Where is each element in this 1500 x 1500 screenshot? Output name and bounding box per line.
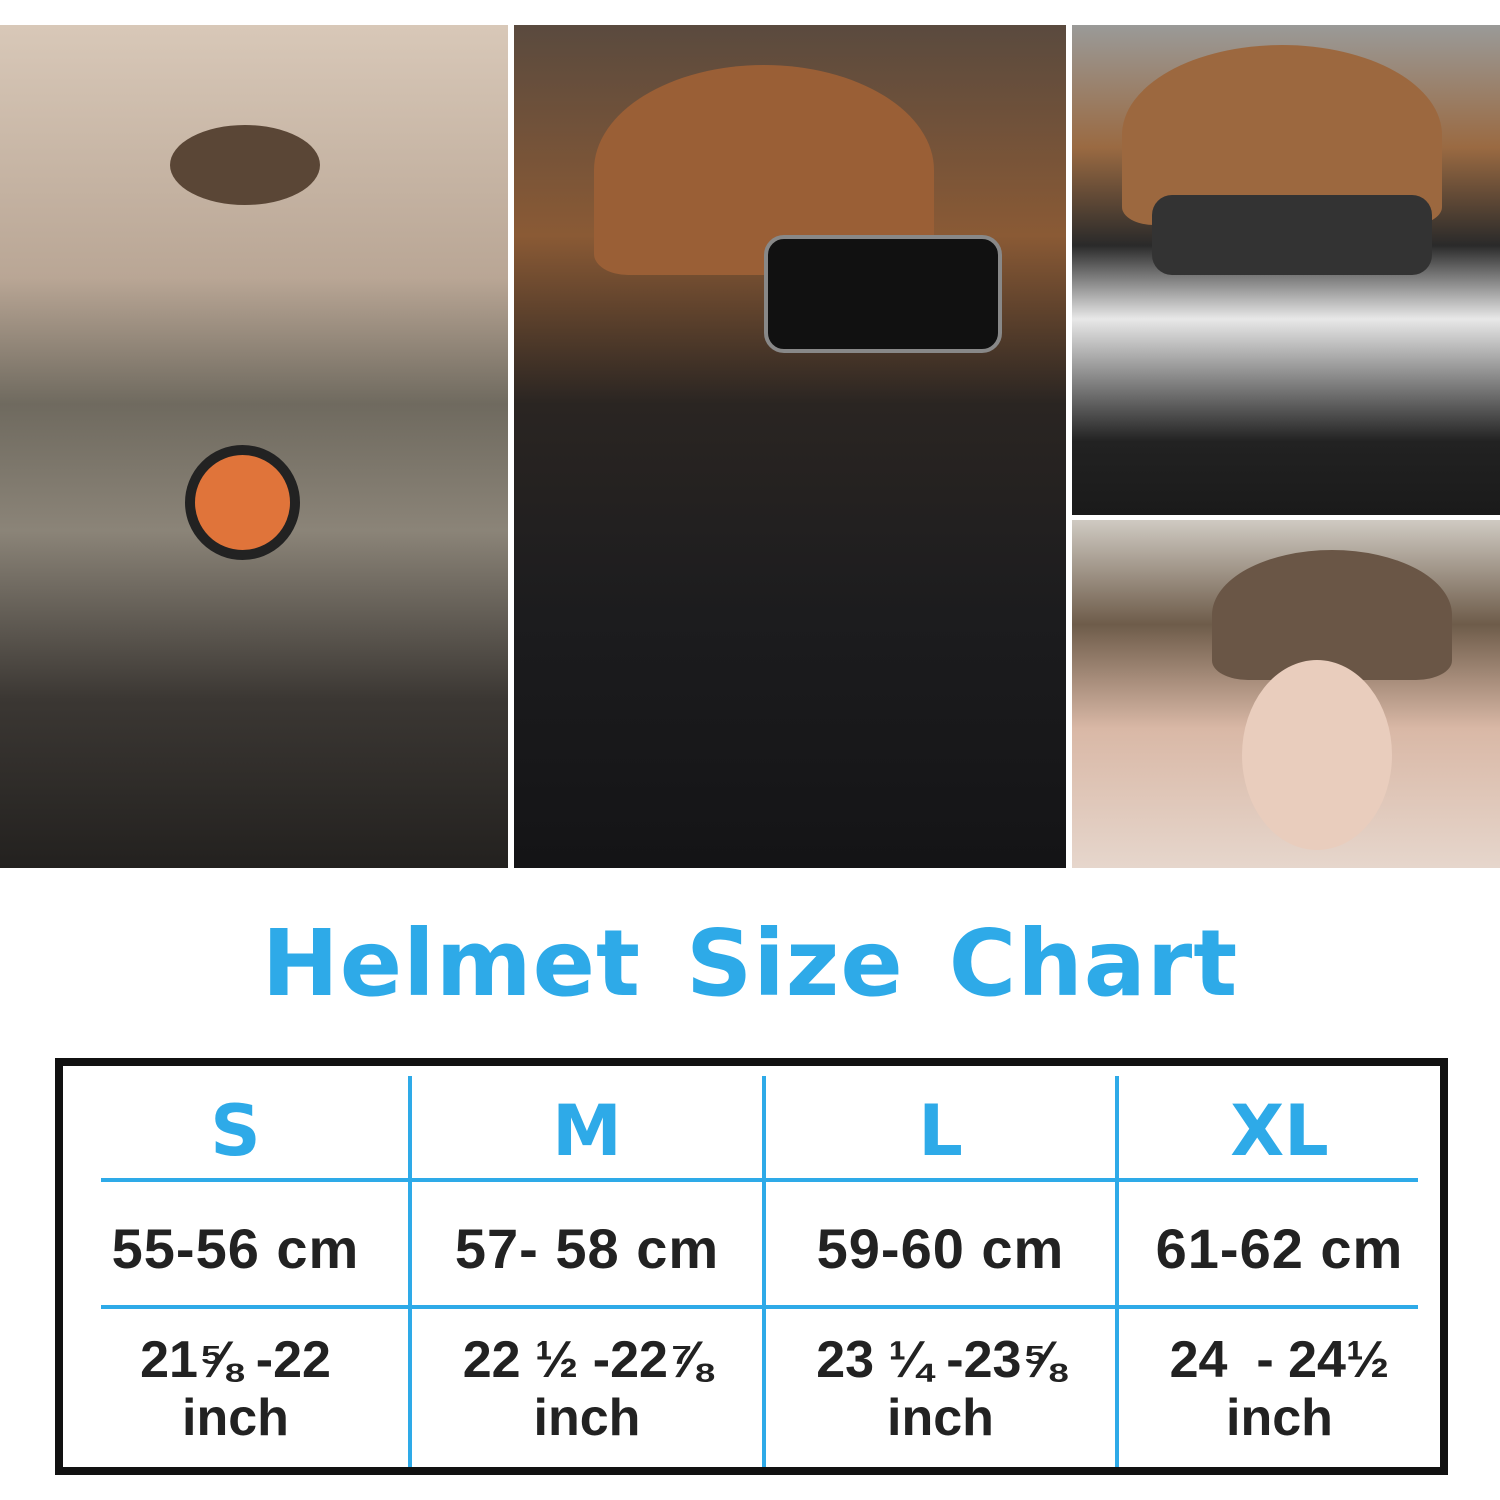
inch-unit: inch	[533, 1388, 641, 1447]
goggles-shape	[1152, 195, 1432, 275]
woman-aviator-helmet-photo	[1072, 520, 1500, 868]
inch-value-m: 22 ½ -22⅞ inch	[412, 1316, 762, 1461]
size-label-s: S	[210, 1090, 261, 1172]
inch-range: 24 - 24½	[1169, 1330, 1390, 1389]
helmet-shape	[170, 125, 320, 205]
column-divider	[408, 1076, 412, 1467]
inch-range: 22 ½ -22⅞	[462, 1330, 712, 1389]
inch-range: 23 ¼ -23⅝	[816, 1330, 1065, 1389]
face-shape	[1242, 660, 1392, 850]
inch-unit: inch	[182, 1388, 289, 1447]
skull-mask-helmet-photo	[1072, 25, 1500, 515]
helmet-shape	[1212, 550, 1452, 680]
goggles-shape	[764, 235, 1002, 353]
page-title: Helmet Size Chart	[261, 910, 1239, 1017]
inch-value-l: 23 ¼ -23⅝ inch	[766, 1316, 1115, 1461]
cm-value-m: 57- 58 cm	[454, 1216, 720, 1280]
size-label-m: M	[552, 1090, 622, 1172]
woman-on-motorcycle-photo	[0, 25, 508, 868]
column-divider	[1115, 1076, 1119, 1467]
row-divider	[101, 1305, 1418, 1309]
size-chart-table: S M L XL 55-56 cm 57- 58 cm 59-60 cm 61-…	[55, 1058, 1448, 1475]
inch-value-s: 21⅝ -22 inch	[63, 1316, 408, 1461]
inch-unit: inch	[1226, 1388, 1333, 1447]
inch-range: 21⅝ -22	[140, 1330, 331, 1389]
cm-value-s: 55-56 cm	[111, 1216, 360, 1280]
cm-value-xl: 61-62 cm	[1155, 1216, 1404, 1280]
size-label-l: L	[918, 1090, 963, 1172]
cm-value-l: 59-60 cm	[816, 1216, 1065, 1280]
row-divider	[101, 1178, 1418, 1182]
column-divider	[762, 1076, 766, 1467]
inch-value-xl: 24 - 24½ inch	[1119, 1316, 1440, 1461]
headlight-shape	[185, 445, 300, 560]
inch-unit: inch	[887, 1388, 994, 1447]
size-label-xl: XL	[1230, 1090, 1329, 1172]
rider-leather-helmet-goggles-photo	[514, 25, 1066, 868]
